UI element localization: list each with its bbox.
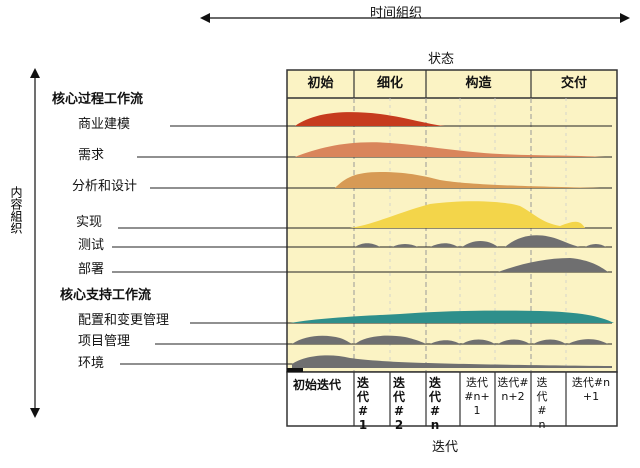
curve-requirements bbox=[295, 142, 605, 157]
curve-analysis-design bbox=[335, 172, 600, 188]
workflow-testing: 测试 bbox=[78, 238, 105, 254]
iteration-cell: 迭代#n+1 bbox=[464, 376, 490, 417]
curve-business-modeling bbox=[295, 112, 445, 126]
iterations-title: 迭代 bbox=[432, 440, 459, 455]
workflow-implementation: 实现 bbox=[76, 215, 103, 231]
workflow-business-modeling: 商业建模 bbox=[78, 117, 131, 133]
phase-inception: 初始 bbox=[307, 76, 334, 91]
core-support-title: 核心支持工作流 bbox=[60, 288, 152, 303]
content-axis-arrow bbox=[30, 68, 40, 418]
phases-title: 状态 bbox=[428, 52, 455, 67]
iteration-cell: 迭代#2 bbox=[392, 376, 405, 432]
time-axis-label: 时间組织 bbox=[370, 6, 423, 21]
curve-environment bbox=[292, 355, 612, 368]
phase-elaboration: 细化 bbox=[376, 76, 403, 91]
curve-project-mgmt bbox=[292, 335, 608, 344]
time-axis-arrow bbox=[200, 13, 630, 23]
curve-config-change bbox=[290, 310, 614, 323]
iteration-cell: 迭代#n bbox=[428, 376, 441, 432]
workflow-project-mgmt: 项目管理 bbox=[78, 334, 131, 350]
curve-implementation bbox=[350, 201, 585, 228]
phase-transition: 交付 bbox=[560, 76, 587, 91]
iteration-cell: 初始迭代 bbox=[293, 378, 342, 392]
workflow-deployment: 部署 bbox=[78, 262, 105, 278]
core-process-title: 核心过程工作流 bbox=[52, 92, 144, 107]
workflow-environment: 环境 bbox=[78, 356, 105, 372]
phase-construction: 构造 bbox=[465, 76, 492, 91]
curve-deployment bbox=[498, 258, 608, 272]
iteration-cell: 迭代#n+2 bbox=[497, 376, 529, 403]
iteration-cell: 迭代#n+1 bbox=[571, 376, 611, 403]
workflow-requirements: 需求 bbox=[78, 148, 105, 164]
workflow-config-change: 配置和变更管理 bbox=[78, 313, 170, 329]
curve-testing bbox=[355, 235, 606, 247]
iteration-cell: 迭代#1 bbox=[356, 376, 369, 432]
content-axis-label: 内容組织 bbox=[9, 184, 23, 236]
workflow-analysis-design: 分析和设计 bbox=[72, 179, 138, 195]
iteration-cell: 迭代#n bbox=[536, 376, 548, 431]
